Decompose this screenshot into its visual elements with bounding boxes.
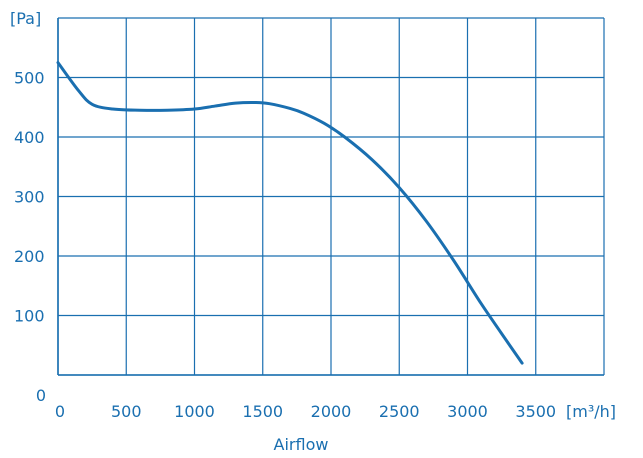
series-line — [56, 61, 524, 365]
x-axis-unit: [m³/h] — [566, 402, 616, 421]
x-tick-label: 0 — [55, 402, 65, 421]
grid — [57, 17, 605, 376]
x-tick-label: 500 — [111, 402, 142, 421]
y-axis-unit: [Pa] — [10, 9, 41, 28]
y-tick-label: 300 — [14, 188, 45, 207]
y-tick-label: 0 — [36, 386, 46, 405]
x-tick-label: 3000 — [447, 402, 488, 421]
y-tick-label: 100 — [14, 307, 45, 326]
series-layer — [56, 61, 524, 365]
tick-labels: 0 500 1000 1500 2000 2500 3000 3500 0 100 200 300 40… — [14, 69, 556, 422]
x-tick-label: 3500 — [515, 402, 556, 421]
x-tick-label: 2500 — [379, 402, 420, 421]
y-tick-label: 200 — [14, 247, 45, 266]
x-tick-label: 1500 — [242, 402, 283, 421]
x-axis-label: Airflow — [274, 435, 329, 454]
x-tick-label: 2000 — [311, 402, 352, 421]
y-tick-label: 400 — [14, 128, 45, 147]
y-tick-label: 500 — [14, 69, 45, 88]
x-tick-label: 1000 — [174, 402, 215, 421]
